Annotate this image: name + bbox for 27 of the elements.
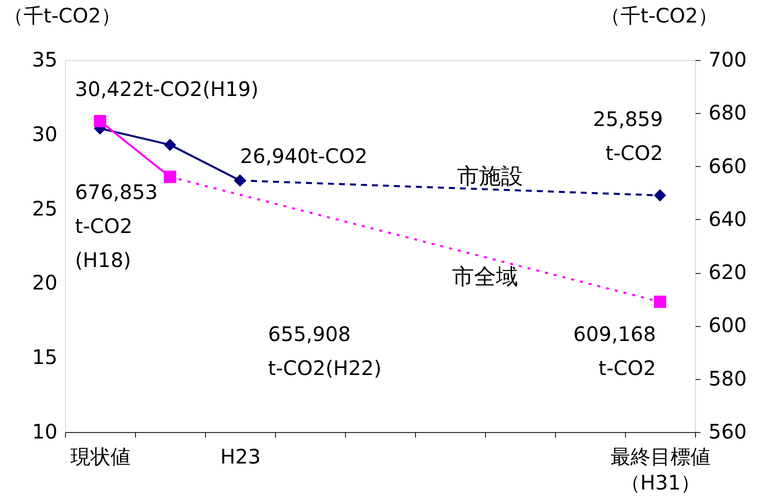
annotation: 676,853 t-CO2 (H18)	[75, 180, 158, 272]
y-axis-title: （千t-CO2）	[4, 4, 121, 28]
annotation: 609,168 t-CO2	[573, 322, 656, 380]
y2-tick-label: 560	[708, 420, 747, 444]
series-label: 市施設	[457, 164, 523, 190]
y-tick-label: 25	[32, 196, 58, 220]
annotation: 25,859 t-CO2	[593, 107, 663, 165]
y-tick-label: 30	[32, 122, 58, 146]
x-tick-label: H23	[220, 444, 261, 468]
y-tick-label: 10	[32, 420, 58, 444]
annotation: 26,940t-CO2	[240, 144, 368, 168]
x-tick-label: 最終目標値（H31）	[610, 444, 710, 494]
y2-tick-label: 680	[708, 100, 747, 125]
y2-tick-label: 620	[708, 260, 747, 284]
y2-tick-label: 580	[708, 366, 747, 390]
y-tick-label: 35	[32, 48, 58, 72]
y2-tick-label: 700	[708, 48, 747, 72]
y-tick-label: 15	[32, 345, 58, 370]
y-tick-label: 20	[32, 270, 58, 295]
annotation: 655,908 t-CO2(H22)	[268, 322, 382, 380]
y2-axis-title: （千t-CO2）	[600, 4, 718, 28]
x-tick-label: 現状値	[70, 444, 130, 468]
y2-tick-label: 600	[708, 313, 747, 338]
series-label: 市全域	[452, 264, 518, 290]
annotation: 30,422t-CO2(H19)	[75, 77, 259, 101]
y2-tick-label: 660	[708, 154, 747, 178]
y2-tick-label: 640	[708, 206, 747, 231]
